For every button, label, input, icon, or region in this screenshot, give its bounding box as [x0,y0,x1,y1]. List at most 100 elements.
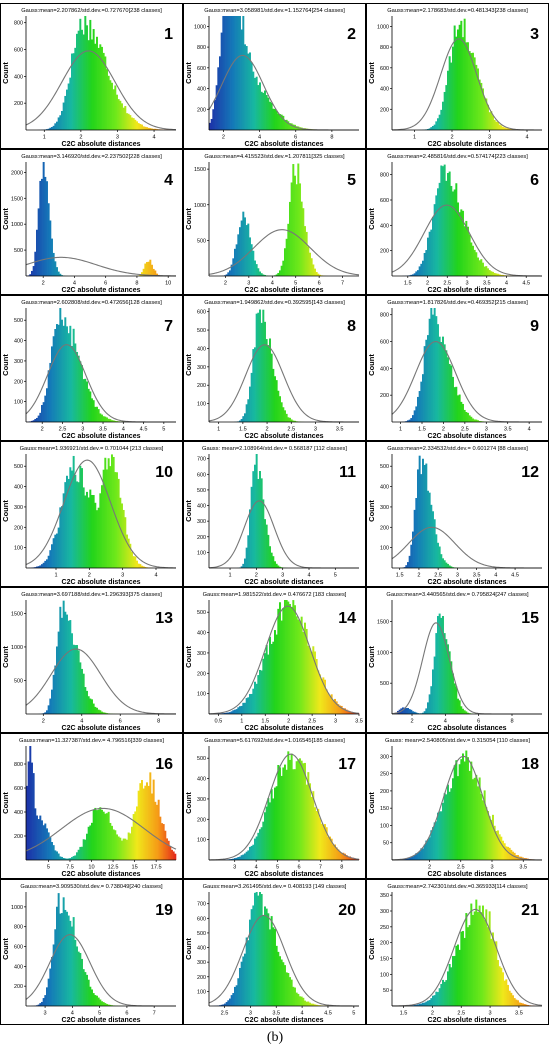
histogram-bar [427,335,429,422]
x-tick-label: 2 [79,135,82,141]
histogram-bar [229,998,231,1006]
panel-14: 0.5 1 1.5 2 2.5 3 3.5 100 200 300 400 500 Gauss:mean… [183,587,366,733]
y-tick-label: 200 [380,249,389,255]
histogram-bar [142,566,145,568]
histogram-bar [159,816,162,860]
panel-border [0,149,183,295]
panel-number: 1 [164,26,173,43]
histogram-bar [87,40,90,130]
x-tick-label: 2 [417,573,420,579]
histogram-bar [339,851,341,860]
x-tick-label: 6 [297,865,300,871]
y-tick-label: 100 [197,989,206,995]
histogram-bar [448,791,451,860]
histogram-bar [250,845,253,860]
histogram-bar [443,633,446,714]
histogram-bar [97,709,100,714]
histogram-bar [92,993,95,1006]
y-tick-label: 500 [14,678,23,684]
gaussian-fit-curve [25,256,177,277]
y-tick-label: 300 [197,960,206,966]
histogram-bar [29,274,32,276]
histogram-bar [284,600,286,714]
histogram-bar [482,905,484,1006]
y-tick-label: 100 [197,692,206,698]
histogram-bar [445,562,448,568]
histogram-bar [427,839,429,860]
x-tick-label: 5 [98,1011,101,1017]
histogram-bar [480,259,483,276]
panel-border [183,149,366,295]
histogram-bar [458,212,461,276]
y-tick-label: 250 [380,925,389,931]
histogram-bar [493,825,496,860]
histogram-bar [117,99,120,130]
histogram-bar [86,833,88,860]
x-axis-label: C2C absolute distances [245,579,324,586]
histogram-bar [472,52,474,130]
histogram-bar [269,101,271,130]
panel-number: 14 [338,610,356,627]
histogram-bar [42,562,45,568]
histogram-bar [47,978,50,1006]
panel-4: 2 4 6 8 10 500 1000 1500 2000 Gauss:mean=3.146920… [0,149,183,295]
histogram-bar [106,713,108,714]
histogram-bar [255,264,258,276]
histogram-bar [502,840,504,860]
histogram-bar [435,316,438,422]
histogram-bar [56,267,58,276]
histogram-bar [462,708,464,714]
x-tick-label: 6 [477,719,480,725]
histogram-bar [97,809,100,860]
histogram-bar [61,856,63,860]
histogram-bar [34,567,37,568]
panel-title: Gauss:mean=3.697188/std.dev.=1.296393[37… [21,592,162,598]
y-tick-label: 300 [197,797,206,803]
histogram-bar [240,220,243,276]
histogram-bar [126,534,128,568]
panel-19: 3 4 5 6 7 200 400 600 800 1000 Gauss:mean=3.909530… [0,879,183,1025]
y-tick-label: 300 [380,505,389,511]
x-tick-label: 4.5 [511,573,519,579]
y-tick-label: 600 [14,945,23,951]
histogram-bar [106,469,108,568]
x-tick-label: 1 [240,719,243,725]
histogram-bar [265,806,268,860]
histogram-bar [96,810,98,860]
histogram-bar [465,913,468,1006]
x-tick-label: 4.5 [522,281,530,287]
histogram-bar [294,175,296,276]
x-tick-label: 3 [488,135,491,141]
histogram-bar [220,1004,223,1006]
histogram-bar [244,953,246,1006]
histogram-bar [508,128,511,130]
histogram-bar [294,420,296,422]
histogram-bar [488,816,491,860]
histogram-bar [480,82,483,130]
histogram-bar [497,960,499,1006]
histogram-bar [480,421,483,422]
histogram-bar [109,466,112,568]
panel-border [183,3,366,149]
y-tick-label: 1000 [194,203,206,209]
x-tick-label: 4 [505,281,508,287]
histogram-bar [445,350,448,422]
x-tick-label: 8 [135,281,138,287]
histogram-bar [101,1001,103,1006]
histogram-bar [279,602,281,714]
histogram-bar [317,273,320,276]
histogram-bar [247,53,250,130]
histogram-bars [27,454,153,568]
histogram-bar [245,547,248,568]
x-tick-label: 3 [233,865,236,871]
histogram-bar [27,761,30,860]
y-tick-label: 800 [380,173,389,179]
histogram-bar [51,842,53,860]
histogram-bar [435,991,438,1006]
x-tick-label: 5 [162,427,165,433]
histogram-bar [104,56,107,130]
histogram-bar [290,182,293,276]
panel-number: 12 [521,464,539,481]
histogram-bar [127,832,130,860]
histogram-bar [136,560,138,568]
